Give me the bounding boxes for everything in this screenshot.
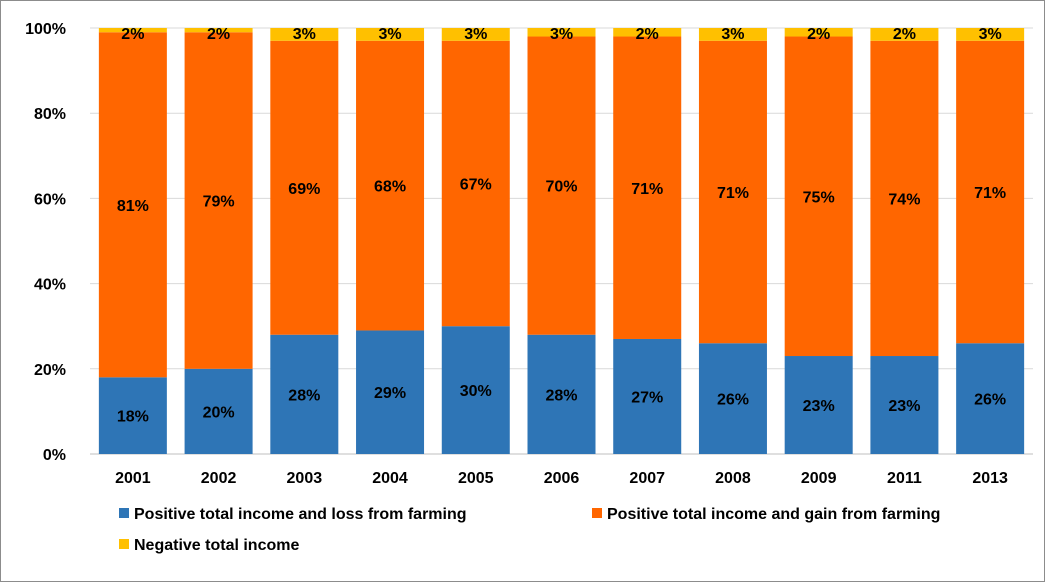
bar-segment	[270, 334, 339, 454]
bar-segment	[356, 330, 425, 454]
bar-segment	[441, 28, 510, 41]
bar-segment	[270, 40, 339, 335]
x-tick-label: 2002	[201, 470, 237, 487]
data-label: 28%	[288, 387, 320, 404]
x-tick-label: 2013	[972, 470, 1008, 487]
bar-segment	[698, 40, 767, 344]
data-label: 3%	[721, 26, 744, 43]
data-label: 26%	[717, 392, 749, 409]
bar-segment	[441, 40, 510, 327]
bar-segment	[870, 40, 939, 357]
x-axis: 2001 2002 2003 2004 2005 2006 2007 2008 2009 2011…	[115, 470, 1008, 487]
data-label: 3%	[464, 26, 487, 43]
bar-segment	[698, 343, 767, 454]
bar-segment	[527, 334, 596, 454]
data-label: 70%	[545, 179, 577, 196]
bar-segment	[784, 28, 853, 37]
data-label: 20%	[203, 404, 235, 421]
bar-segment	[184, 32, 253, 369]
data-label: 3%	[979, 26, 1002, 43]
data-label: 81%	[117, 198, 149, 215]
data-label: 67%	[460, 176, 492, 193]
data-labels: 18% 81% 2% 20% 79% 2% 28% 69% 3% 29% 68% 3% 30% 67% 3%…	[117, 26, 1006, 426]
data-label: 2%	[893, 26, 916, 43]
data-label: 28%	[545, 387, 577, 404]
data-label: 23%	[888, 398, 920, 415]
x-tick-label: 2004	[372, 470, 408, 487]
x-tick-label: 2007	[629, 470, 665, 487]
bar-segment	[356, 40, 425, 331]
bar-segment	[956, 28, 1025, 41]
bar-segment	[527, 36, 596, 335]
x-tick-label: 2008	[715, 470, 751, 487]
data-label: 18%	[117, 409, 149, 426]
legend-label: Positive total income and gain from farm…	[607, 506, 940, 523]
data-label: 2%	[207, 26, 230, 43]
bar-segment	[184, 28, 253, 33]
bar-segment	[698, 28, 767, 41]
data-label: 2%	[636, 26, 659, 43]
data-label: 75%	[803, 189, 835, 206]
bars	[98, 28, 1025, 454]
data-label: 69%	[288, 181, 320, 198]
x-tick-label: 2006	[544, 470, 580, 487]
data-label: 74%	[888, 191, 920, 208]
bar-segment	[98, 377, 167, 454]
bar-segment	[613, 338, 682, 454]
x-tick-label: 2001	[115, 470, 151, 487]
data-label: 2%	[807, 26, 830, 43]
y-tick-label: 100%	[25, 21, 66, 38]
y-tick-label: 40%	[34, 277, 66, 294]
x-tick-label: 2009	[801, 470, 837, 487]
x-tick-label: 2003	[287, 470, 323, 487]
bar-segment	[184, 368, 253, 454]
data-label: 26%	[974, 392, 1006, 409]
bar-segment	[98, 32, 167, 378]
legend-swatch	[119, 508, 129, 518]
legend-swatch	[592, 508, 602, 518]
bar-segment	[613, 36, 682, 339]
bar-segment	[527, 28, 596, 37]
y-tick-label: 20%	[34, 362, 66, 379]
legend: Positive total income and loss from farm…	[119, 506, 940, 554]
bar-segment	[956, 343, 1025, 454]
y-axis: 0% 20% 40% 60% 80% 100%	[25, 21, 66, 464]
legend-label: Negative total income	[134, 537, 299, 554]
x-tick-label: 2005	[458, 470, 494, 487]
data-label: 27%	[631, 389, 663, 406]
x-tick-label: 2011	[887, 470, 922, 487]
data-label: 30%	[460, 383, 492, 400]
legend-swatch	[119, 539, 129, 549]
bar-segment	[98, 28, 167, 33]
bar-segment	[441, 326, 510, 454]
bar-segment	[956, 40, 1025, 344]
y-tick-label: 80%	[34, 106, 66, 123]
data-label: 3%	[550, 26, 573, 43]
bar-segment	[784, 356, 853, 454]
data-label: 71%	[717, 185, 749, 202]
data-label: 3%	[293, 26, 316, 43]
data-label: 68%	[374, 179, 406, 196]
data-label: 23%	[803, 398, 835, 415]
legend-label: Positive total income and loss from farm…	[134, 506, 467, 523]
data-label: 79%	[203, 194, 235, 211]
bar-segment	[270, 28, 339, 41]
bar-segment	[784, 36, 853, 357]
y-tick-label: 0%	[43, 447, 66, 464]
data-label: 3%	[378, 26, 401, 43]
data-label: 2%	[121, 26, 144, 43]
bar-segment	[870, 356, 939, 454]
bar-segment	[356, 28, 425, 41]
data-label: 71%	[631, 181, 663, 198]
y-tick-label: 60%	[34, 191, 66, 208]
data-label: 29%	[374, 385, 406, 402]
data-label: 71%	[974, 185, 1006, 202]
bar-segment	[870, 28, 939, 41]
bar-segment	[613, 28, 682, 37]
